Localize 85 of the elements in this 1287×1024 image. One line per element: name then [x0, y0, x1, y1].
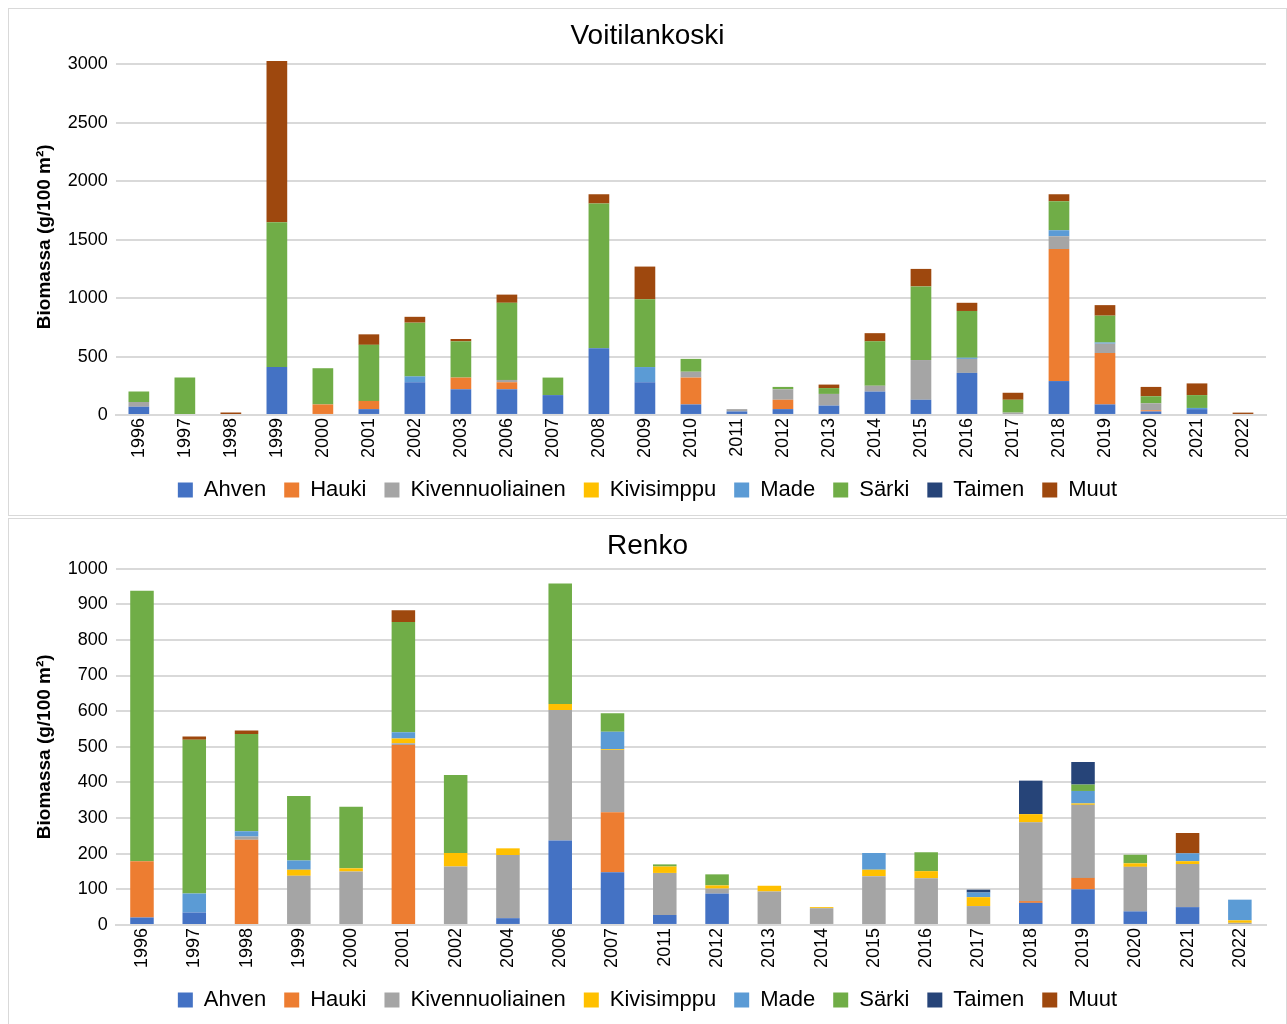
y-tick-label: 600	[77, 700, 108, 721]
legend-label: Hauki	[310, 476, 367, 502]
x-tick-label: 2006	[549, 927, 570, 968]
x-tick-label: 2016	[915, 927, 936, 968]
x-tick-label: 2020	[1124, 927, 1145, 968]
legend-label: Särki	[859, 986, 910, 1012]
x-tick-label: 2020	[1139, 417, 1160, 458]
y-tick-label: 800	[77, 628, 108, 649]
legend-label: Kivennuoliainen	[410, 476, 566, 502]
x-tick-label: 1999	[265, 417, 286, 458]
x-tick-label: 2012	[771, 417, 792, 458]
x-tick-label: 2017	[1001, 417, 1022, 458]
x-tick-label: 2011	[653, 927, 674, 967]
y-axis-title: Biomassa (g/100 m²)	[32, 144, 54, 330]
x-tick-label: 2022	[1228, 927, 1249, 968]
legend-label: Muut	[1068, 986, 1118, 1012]
x-tick-label: 2017	[967, 927, 988, 968]
x-tick-label: 2016	[955, 417, 976, 458]
legend-label: Särki	[859, 476, 910, 502]
y-tick-label: 3000	[67, 53, 108, 74]
x-tick-label: 2000	[311, 417, 332, 458]
x-tick-label: 1997	[173, 417, 194, 458]
x-tick-label: 2001	[357, 417, 378, 458]
x-tick-label: 2018	[1019, 927, 1040, 968]
legend-label: Ahven	[203, 476, 267, 502]
x-tick-label: 2008	[587, 417, 608, 458]
x-tick-label: 2004	[496, 927, 517, 968]
y-tick-label: 900	[77, 593, 108, 614]
x-tick-label: 2015	[909, 417, 930, 458]
legend-label: Muut	[1068, 476, 1118, 502]
x-tick-label: 2002	[444, 927, 465, 968]
legend-label: Made	[760, 476, 816, 502]
x-tick-label: 2007	[541, 417, 562, 458]
legend-label: Kivisimppu	[609, 476, 717, 502]
x-tick-label: 1999	[287, 927, 308, 968]
legend-label: Taimen	[953, 986, 1025, 1012]
y-tick-label: 1000	[67, 287, 108, 308]
x-tick-label: 2001	[392, 927, 413, 968]
x-tick-label: 2013	[817, 417, 838, 458]
x-tick-label: 2018	[1047, 417, 1068, 458]
legend-label: Hauki	[310, 986, 367, 1012]
x-tick-label: 1998	[235, 927, 256, 968]
y-tick-label: 1000	[67, 557, 108, 578]
x-tick-label: 2006	[495, 417, 516, 458]
x-tick-label: 2014	[810, 927, 831, 968]
x-tick-label: 2019	[1093, 417, 1114, 458]
x-tick-label: 2013	[758, 927, 779, 968]
y-tick-label: 2500	[67, 111, 108, 132]
x-tick-label: 1997	[183, 927, 204, 968]
x-tick-label: 1996	[127, 417, 148, 458]
x-tick-label: 2003	[449, 417, 470, 458]
y-axis-title: Biomassa (g/100 m²)	[32, 654, 54, 840]
x-tick-label: 2021	[1185, 417, 1206, 458]
legend-label: Taimen	[953, 476, 1025, 502]
y-tick-label: 2000	[67, 170, 108, 191]
x-tick-label: 2019	[1071, 927, 1092, 968]
legend-label: Kivisimppu	[609, 986, 717, 1012]
y-tick-label: 1500	[67, 228, 108, 249]
x-tick-label: 1998	[219, 417, 240, 458]
y-tick-label: 300	[77, 807, 108, 828]
legend-label: Kivennuoliainen	[410, 986, 566, 1012]
chart-title: Voitilankoski	[570, 18, 725, 50]
x-tick-label: 2014	[863, 417, 884, 458]
y-tick-label: 500	[77, 345, 108, 366]
x-tick-label: 2000	[340, 927, 361, 968]
y-tick-label: 700	[77, 664, 108, 685]
y-tick-label: 0	[97, 913, 108, 934]
x-tick-label: 1996	[130, 927, 151, 968]
x-tick-label: 2009	[633, 417, 654, 458]
y-tick-label: 0	[97, 403, 108, 424]
x-tick-label: 2021	[1176, 927, 1197, 968]
legend-label: Ahven	[203, 986, 267, 1012]
x-tick-label: 2015	[862, 927, 883, 968]
x-tick-label: 2011	[725, 417, 746, 457]
legend-label: Made	[760, 986, 816, 1012]
y-tick-label: 400	[77, 771, 108, 792]
y-tick-label: 200	[77, 842, 108, 863]
x-tick-label: 2012	[706, 927, 727, 968]
chart-title: Renko	[607, 528, 688, 560]
x-tick-label: 2022	[1231, 417, 1252, 458]
y-tick-label: 500	[77, 735, 108, 756]
x-tick-label: 2007	[601, 927, 622, 968]
y-tick-label: 100	[77, 878, 108, 899]
x-tick-label: 2010	[679, 417, 700, 458]
x-tick-label: 2002	[403, 417, 424, 458]
